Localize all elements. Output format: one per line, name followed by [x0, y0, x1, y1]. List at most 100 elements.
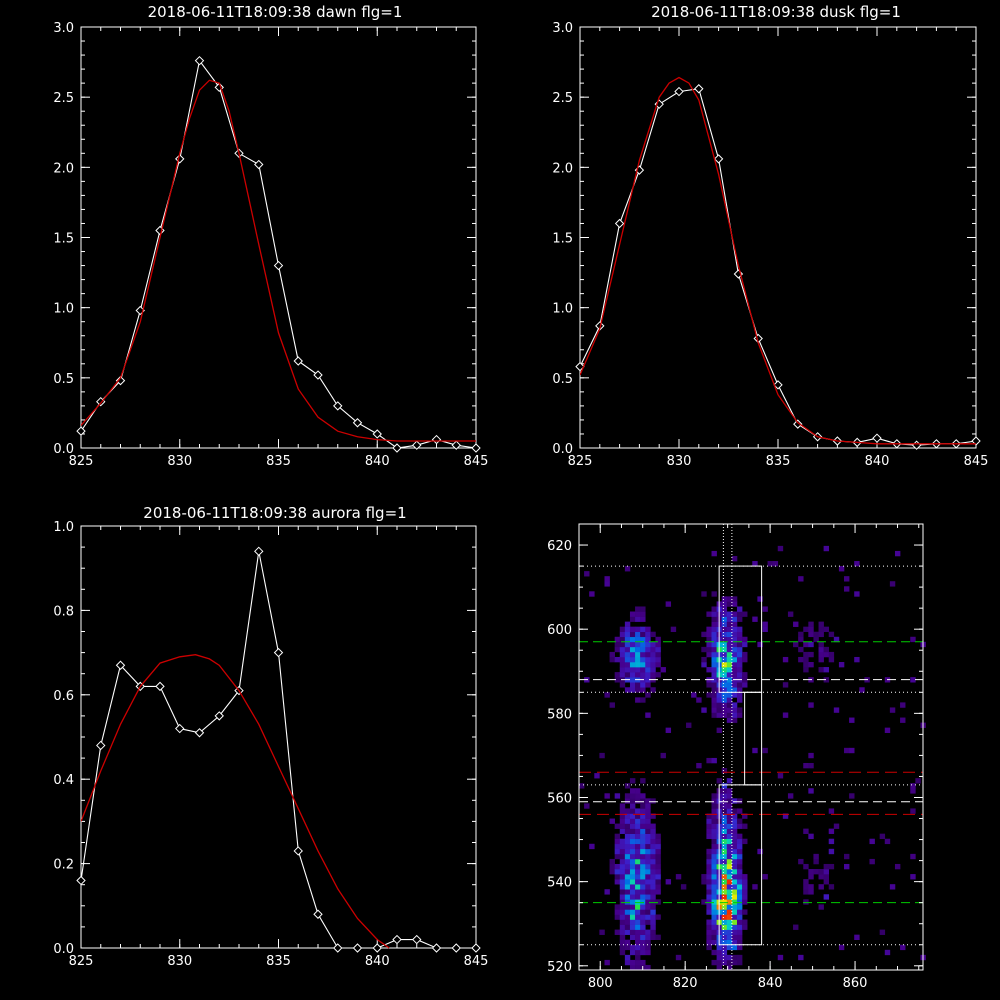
heatmap-cell	[629, 793, 636, 799]
heatmap-cell	[869, 838, 875, 845]
heatmap-cell	[711, 929, 717, 935]
heatmap-cell	[645, 929, 651, 935]
heatmap-cell	[726, 712, 733, 718]
dawn-data-point	[372, 429, 382, 439]
heatmap-cell	[721, 672, 728, 678]
heatmap-cell	[624, 808, 631, 814]
heatmap-cell	[726, 863, 733, 870]
heatmap-cell	[619, 863, 626, 870]
heatmap-cell	[609, 651, 615, 658]
heatmap-cell	[726, 828, 733, 834]
heatmap-cell	[716, 964, 722, 971]
heatmap-cell	[798, 636, 804, 643]
heatmap-cell	[619, 853, 626, 860]
heatmap-cell	[726, 858, 733, 865]
heatmap-cell	[721, 879, 728, 885]
heatmap-cell	[731, 858, 738, 865]
heatmap-cell	[910, 853, 916, 860]
heatmap-cell	[624, 843, 631, 850]
heatmap-cell	[609, 818, 615, 824]
heatmap-cell	[767, 561, 773, 567]
heatmap-cell	[828, 631, 835, 638]
heatmap-cell	[660, 667, 666, 673]
heatmap-cell	[645, 651, 651, 658]
heatmap-cell	[604, 793, 610, 799]
heatmap-cell	[828, 838, 835, 845]
heatmap-cell	[828, 808, 835, 814]
heatmap-cell	[721, 606, 728, 612]
heatmap-cell	[726, 621, 733, 627]
heatmap-cell	[635, 924, 641, 930]
heatmap-cell	[640, 949, 646, 956]
heatmap-cell	[742, 636, 748, 643]
heatmap-cell	[844, 586, 850, 592]
heatmap-cell	[711, 818, 717, 824]
heatmap-cell	[736, 899, 743, 905]
heatmap-cell	[711, 646, 717, 653]
heatmap-cell	[645, 889, 651, 895]
heatmap-cell	[706, 853, 712, 860]
heatmap-cell	[721, 803, 728, 809]
heatmap-cell	[650, 662, 656, 668]
aurora-data-point	[333, 943, 343, 953]
aurora-y-tick-label: 0.4	[53, 773, 74, 788]
heatmap-cell	[731, 914, 738, 920]
heatmap-cell	[706, 944, 712, 951]
heatmap-cell	[614, 848, 621, 855]
heatmap-cell	[645, 641, 651, 648]
heatmap-cell	[635, 909, 641, 915]
heatmap-cell	[635, 662, 641, 668]
heatmap-cell	[619, 869, 626, 875]
heatmap-cell	[645, 838, 651, 845]
heatmap-cell	[706, 848, 712, 855]
heatmap-cell	[757, 641, 763, 648]
heatmap-cell	[635, 843, 641, 850]
heatmap-cell	[726, 904, 733, 910]
heatmap-cell	[823, 667, 830, 673]
heatmap-cell	[736, 697, 743, 703]
heatmap-cell	[731, 919, 738, 925]
heatmap-cell	[706, 894, 712, 900]
heatmap-cell	[736, 944, 743, 951]
heatmap-cell	[742, 874, 748, 880]
heatmap-cell	[844, 863, 850, 870]
heatmap-cell	[629, 853, 636, 860]
heatmap-cell	[726, 848, 733, 855]
heatmap-cell	[711, 692, 717, 698]
heatmap-cell	[711, 687, 717, 693]
dawn-data-point	[471, 443, 481, 453]
heatmap-cell	[803, 651, 809, 658]
heatmap-cell	[716, 959, 722, 966]
heatmap-cell	[808, 884, 814, 890]
dawn-y-tick-label: 1.0	[53, 302, 74, 317]
heatmap-cell	[793, 924, 799, 930]
heatmap-cell	[650, 853, 656, 860]
heatmap-cell	[844, 747, 850, 754]
heatmap-cell	[624, 818, 631, 824]
dawn-data-point	[352, 418, 363, 428]
heatmap-cell	[614, 823, 621, 829]
heatmap-cell	[762, 621, 768, 627]
heatmap-cell	[584, 803, 590, 809]
heatmap-cell	[813, 869, 819, 875]
heatmap-cell	[721, 919, 728, 925]
heatmap-cell	[604, 581, 610, 587]
heatmap-cell	[736, 646, 743, 653]
heatmap-cell	[711, 631, 717, 638]
heatmap-cell	[650, 672, 656, 678]
aurora-data-point	[194, 728, 205, 738]
heatmap-cell	[624, 631, 631, 638]
heatmap-cell	[650, 848, 656, 855]
heatmap-cell	[624, 879, 631, 885]
heatmap-cell	[731, 954, 738, 961]
heatmap-cell	[721, 601, 728, 607]
heatmap-cell	[731, 843, 738, 850]
heatmap-cell	[640, 879, 646, 885]
heatmap-cell	[798, 954, 804, 961]
heatmap-cell	[624, 636, 631, 643]
heatmap-cell	[706, 874, 712, 880]
heatmap-cell	[900, 717, 906, 723]
heatmap-cell	[900, 944, 906, 951]
heatmap-cell	[655, 833, 661, 840]
heatmap-cell	[706, 813, 712, 819]
